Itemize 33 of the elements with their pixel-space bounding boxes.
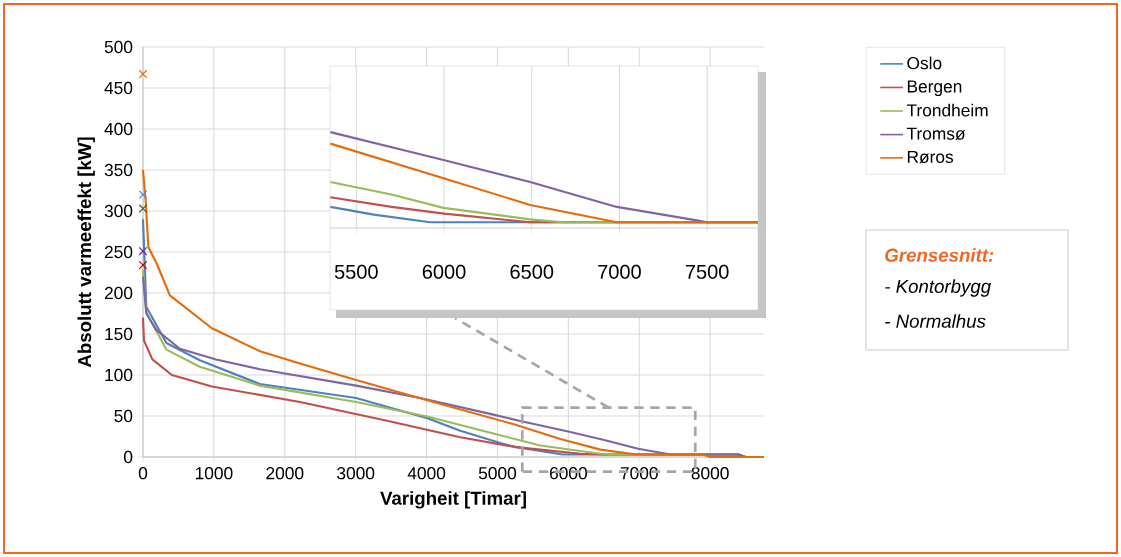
x-tick-label: 7500 (685, 264, 729, 279)
x-tick-label: 6500 (510, 264, 554, 279)
y-tick-label: 0 (123, 450, 133, 464)
text: - Normalhus (885, 314, 986, 328)
x-tick-label: 5000 (478, 467, 517, 480)
y-tick-label: 400 (104, 122, 133, 136)
x-tick-label: 8000 (691, 467, 729, 480)
text: - Kontorbygg (885, 279, 991, 297)
x-tick-label: 5500 (334, 264, 378, 279)
legend-label: Røros (907, 150, 954, 164)
y-tick-label: 250 (104, 245, 133, 259)
x-tick-label: 1000 (195, 467, 233, 480)
y-tick-label: 300 (104, 204, 133, 218)
legend-label: Bergen (907, 80, 962, 97)
y-tick-label: 150 (105, 327, 133, 341)
legend-label: Trondheim (906, 103, 988, 117)
y-tick-label: 500 (104, 40, 133, 54)
text: Grensesnitt: (885, 248, 994, 262)
y-axis-title: Absolutt varmeeffekt [kW] (77, 137, 95, 368)
x-tick-label: 4000 (407, 467, 446, 480)
y-tick-label: 450 (104, 81, 133, 95)
y-tick-label: 100 (105, 368, 133, 382)
y-tick-label: 50 (114, 409, 133, 423)
x-tick-label: 6000 (422, 264, 466, 279)
legend-label: Tromsø (906, 127, 966, 140)
x-tick-label: 0 (138, 467, 148, 480)
x-tick-label: 2000 (266, 467, 304, 480)
y-tick-label: 200 (104, 286, 133, 300)
x-tick-label: 7000 (598, 264, 641, 279)
x-tick-label: 3000 (337, 467, 375, 480)
legend-label: Oslo (907, 56, 942, 70)
x-axis-title: Varigheit [Timar] (380, 491, 526, 509)
y-tick-label: 350 (104, 163, 133, 177)
